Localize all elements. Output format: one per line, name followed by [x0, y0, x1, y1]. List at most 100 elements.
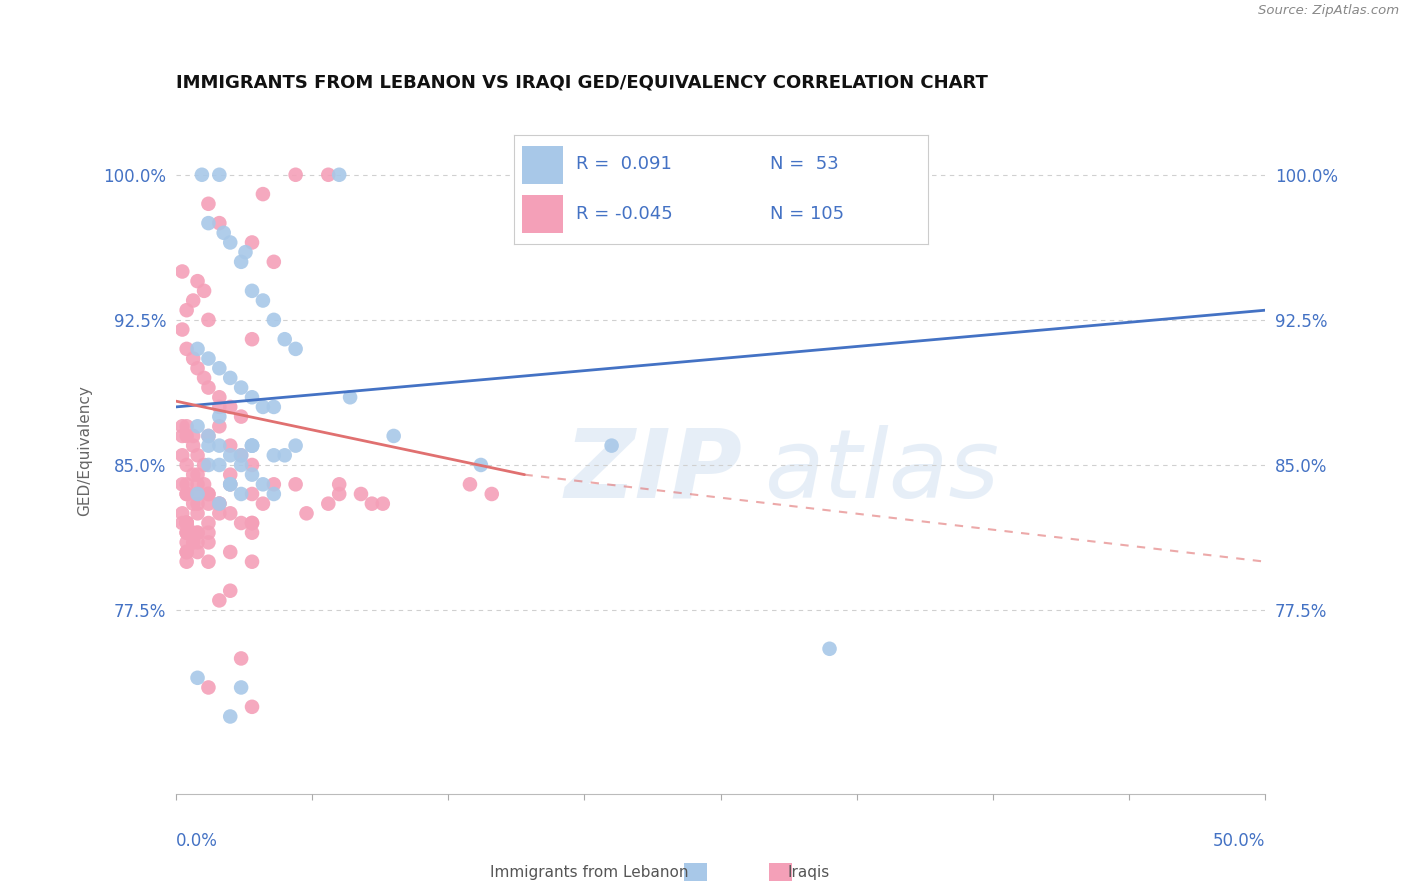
Point — [181, 293, 204, 308]
Point — [181, 535, 204, 549]
Point — [219, 709, 242, 723]
Point — [176, 516, 198, 530]
Point — [186, 497, 209, 511]
Point — [208, 506, 231, 520]
Text: ZIP: ZIP — [564, 425, 742, 517]
Point — [231, 651, 253, 665]
Point — [186, 487, 209, 501]
Point — [231, 448, 253, 462]
Point — [240, 467, 263, 482]
Point — [600, 439, 623, 453]
Point — [361, 497, 384, 511]
Point — [197, 487, 219, 501]
Point — [252, 187, 274, 202]
Text: Immigrants from Lebanon: Immigrants from Lebanon — [491, 865, 689, 880]
Point — [219, 467, 242, 482]
Point — [371, 497, 394, 511]
Point — [219, 506, 242, 520]
Point — [240, 332, 263, 346]
Point — [186, 361, 209, 376]
Point — [328, 477, 350, 491]
Point — [186, 467, 209, 482]
Point — [186, 506, 209, 520]
Point — [186, 545, 209, 559]
Point — [208, 497, 231, 511]
Point — [219, 448, 242, 462]
Point — [219, 545, 242, 559]
Point — [208, 216, 231, 230]
Point — [231, 255, 253, 269]
Point — [274, 448, 297, 462]
Point — [284, 342, 307, 356]
Point — [181, 497, 204, 511]
Point — [219, 477, 242, 491]
Point — [263, 448, 285, 462]
Point — [231, 409, 253, 424]
Point — [263, 487, 285, 501]
Point — [197, 439, 219, 453]
Point — [193, 284, 215, 298]
Point — [240, 458, 263, 472]
Point — [240, 235, 263, 250]
Point — [318, 497, 340, 511]
Point — [186, 487, 209, 501]
Point — [172, 429, 194, 443]
Point — [197, 497, 219, 511]
Point — [263, 477, 285, 491]
Point — [328, 168, 350, 182]
Point — [172, 322, 194, 336]
Point — [481, 487, 503, 501]
Point — [235, 245, 257, 260]
Point — [176, 516, 198, 530]
Point — [231, 681, 253, 695]
Point — [176, 516, 198, 530]
Point — [193, 458, 215, 472]
Point — [231, 487, 253, 501]
Point — [176, 545, 198, 559]
Point — [176, 342, 198, 356]
Point — [172, 448, 194, 462]
Point — [208, 419, 231, 434]
Point — [176, 516, 198, 530]
Point — [350, 487, 373, 501]
Point — [197, 351, 219, 366]
Point — [208, 439, 231, 453]
Point — [176, 516, 198, 530]
Point — [231, 458, 253, 472]
Point — [197, 313, 219, 327]
Point — [208, 497, 231, 511]
Point — [208, 168, 231, 182]
Point — [263, 313, 285, 327]
Point — [186, 419, 209, 434]
Point — [172, 419, 194, 434]
Point — [284, 168, 307, 182]
Point — [186, 525, 209, 540]
Point — [252, 497, 274, 511]
Point — [197, 216, 219, 230]
Point — [219, 439, 242, 453]
Point — [219, 235, 242, 250]
Text: 50.0%: 50.0% — [1213, 831, 1265, 850]
Point — [263, 400, 285, 414]
Point — [208, 400, 231, 414]
Point — [181, 429, 204, 443]
Point — [172, 264, 194, 278]
Text: Iraqis: Iraqis — [787, 865, 830, 880]
Point — [197, 516, 219, 530]
Point — [240, 487, 263, 501]
Text: 0.0%: 0.0% — [176, 831, 218, 850]
Point — [176, 525, 198, 540]
Point — [186, 342, 209, 356]
Point — [176, 535, 198, 549]
Point — [197, 681, 219, 695]
Point — [240, 439, 263, 453]
Point — [470, 458, 492, 472]
Point — [240, 284, 263, 298]
Text: IMMIGRANTS FROM LEBANON VS IRAQI GED/EQUIVALENCY CORRELATION CHART: IMMIGRANTS FROM LEBANON VS IRAQI GED/EQU… — [176, 74, 987, 92]
Point — [240, 439, 263, 453]
Point — [240, 516, 263, 530]
Point — [240, 439, 263, 453]
Point — [240, 390, 263, 404]
Point — [208, 390, 231, 404]
Point — [240, 516, 263, 530]
